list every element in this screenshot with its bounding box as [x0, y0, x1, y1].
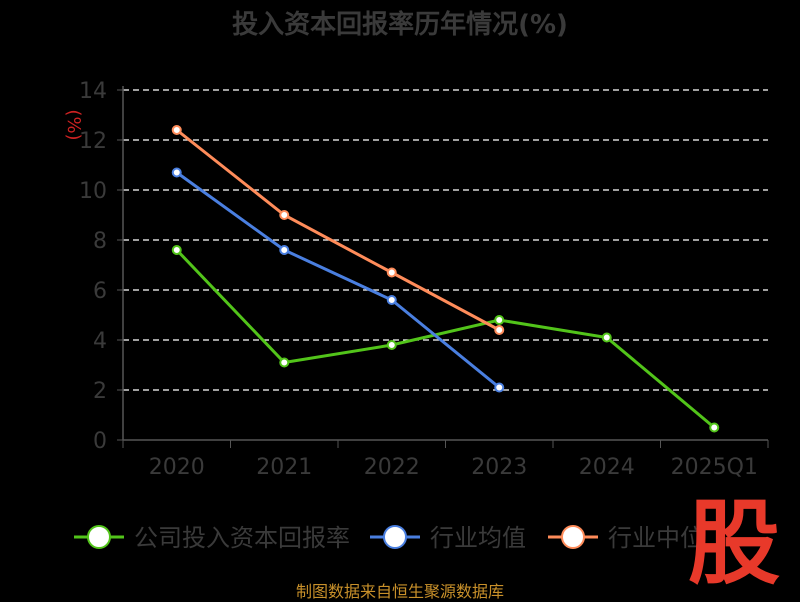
x-tick-label: 2023: [471, 455, 527, 480]
y-tick-label: 2: [93, 379, 107, 404]
legend-label: 行业均值: [430, 524, 526, 552]
x-tick-label: 2024: [579, 455, 635, 480]
data-point: [171, 167, 182, 178]
x-tick-label: 2021: [256, 455, 312, 480]
data-point: [386, 340, 397, 350]
legend-swatch-marker: [87, 525, 111, 549]
series-line: [175, 128, 500, 332]
data-point: [386, 267, 397, 278]
y-tick-label: 6: [93, 279, 107, 304]
y-tick-label: 14: [79, 79, 107, 104]
data-point: [386, 295, 397, 305]
y-tick-label: 10: [79, 179, 107, 204]
y-tick-label: 12: [79, 129, 107, 154]
data-point: [171, 245, 182, 255]
legend-label: 公司投入资本回报率: [134, 524, 350, 552]
data-point: [709, 422, 720, 433]
legend-swatch-marker: [561, 525, 585, 549]
data-point: [494, 382, 505, 393]
y-tick-label: 0: [93, 429, 107, 454]
x-tick-label: 2020: [149, 455, 205, 480]
data-point: [279, 245, 290, 255]
series-line: [175, 248, 716, 429]
y-tick-label: 4: [93, 329, 107, 354]
x-tick-label: 2025Q1: [671, 455, 758, 480]
data-point: [494, 325, 505, 335]
series-line: [175, 171, 501, 389]
data-point: [494, 315, 505, 325]
watermark-logo: 股: [688, 490, 781, 597]
data-point: [279, 210, 290, 220]
legend-label: 行业中位: [608, 524, 704, 552]
chart-title: 投入资本回报率历年情况(%): [232, 10, 568, 40]
source-note: 制图数据来自恒生聚源数据库: [295, 582, 504, 601]
y-axis-label: (%): [63, 109, 84, 140]
y-tick-label: 8: [93, 229, 107, 254]
x-tick-label: 2022: [364, 455, 420, 480]
data-point: [601, 332, 612, 343]
data-point: [171, 125, 182, 135]
data-point: [279, 357, 290, 368]
legend-swatch-marker: [383, 525, 407, 549]
